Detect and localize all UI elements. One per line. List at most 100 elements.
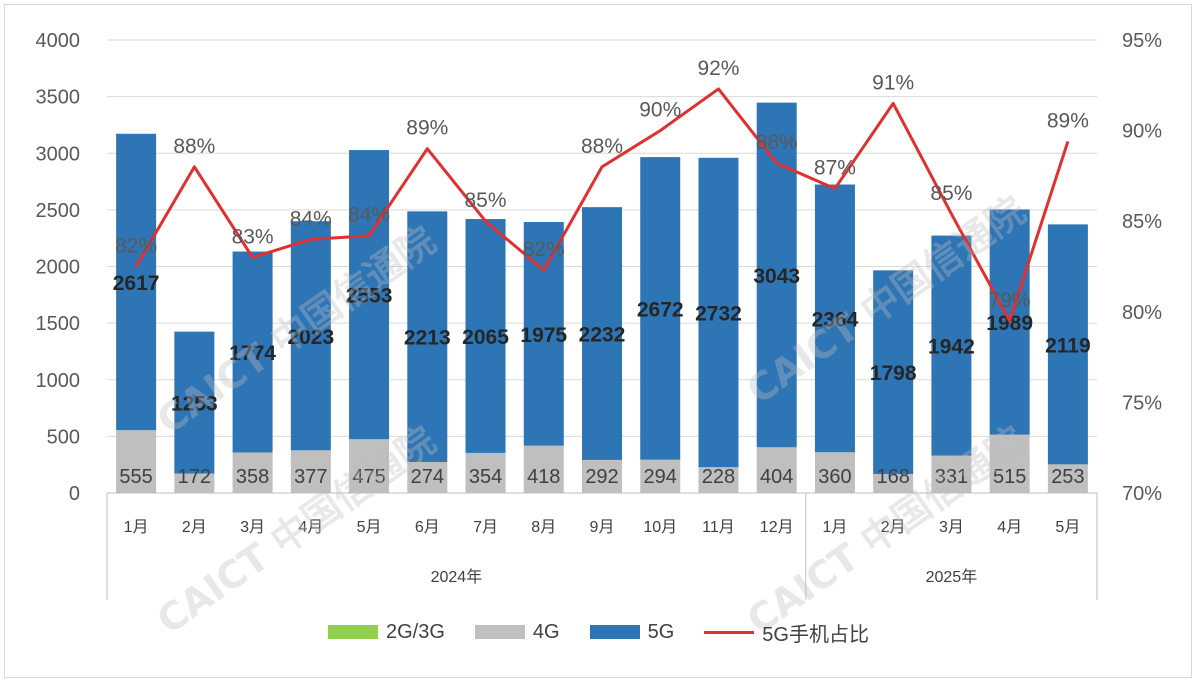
data-label-4g: 228 [702,466,735,488]
x-tick-label: 6月 [415,519,440,536]
y-left-tick-label: 0 [69,483,80,505]
data-label-5g: 2672 [637,298,684,321]
y-right-tick-label: 70% [1122,483,1162,505]
data-label-5g-share: 89% [1047,109,1089,132]
bar-4g [349,439,390,493]
x-group-label: 2025年 [926,568,978,586]
data-label-5g: 1989 [986,312,1033,335]
legend-swatch-5g [589,625,640,639]
x-tick-label: 7月 [473,519,498,536]
bar-5g [931,235,972,456]
data-label-4g: 475 [352,466,385,488]
bar-5g [290,221,331,451]
data-label-5g: 2232 [579,324,626,347]
data-label-4g: 404 [760,466,793,488]
legend-item-2g3g: 2G/3G [328,621,445,644]
x-group-label: 2024年 [431,568,483,586]
legend-swatch-2g3g [328,625,378,639]
x-tick-label: 5月 [1055,519,1080,536]
bar-4g [465,452,506,493]
bar-4g [174,473,215,493]
x-tick-label: 4月 [298,519,323,536]
legend-label: 5G手机占比 [762,623,869,646]
bar-5g [1047,224,1088,465]
data-label-5g: 2364 [812,308,859,331]
bar-4g [523,445,564,493]
y-left-tick-label: 2000 [36,257,81,279]
bar-4g [698,467,739,493]
legend-swatch-4g [474,625,525,639]
data-label-5g: 2023 [287,326,334,349]
data-label-5g-share: 82% [523,238,565,261]
data-label-4g: 168 [876,466,909,488]
data-label-4g: 294 [644,466,677,488]
bar-5g [582,207,622,460]
data-label-5g: 1253 [171,393,218,416]
bar-4g [756,447,797,493]
chart-frame [4,4,1192,678]
bar-4g [582,459,622,493]
data-label-4g: 292 [585,466,618,488]
x-tick-label: 1月 [822,519,847,536]
data-label-4g: 253 [1051,466,1084,488]
data-label-4g: 360 [818,466,851,488]
data-label-5g: 2213 [404,327,451,350]
x-tick-label: 9月 [590,519,615,536]
y-right-tick-label: 85% [1122,211,1162,233]
data-label-5g: 2065 [462,326,509,349]
bar-5g [407,211,448,462]
data-label-5g-share: 88% [581,135,623,158]
data-label-5g-share: 89% [406,117,448,140]
y-left-tick-label: 3000 [36,143,81,165]
legend-label: 4G [532,620,560,643]
x-tick-label: 8月 [531,519,556,536]
y-right-tick-label: 80% [1122,302,1162,324]
bar-5g [232,251,273,453]
data-label-5g-share: 83% [232,225,274,248]
bar-5g [814,184,855,453]
bar-4g [232,452,273,493]
data-label-4g: 515 [993,466,1026,488]
data-label-4g: 354 [469,466,502,488]
x-tick-label: 11月 [702,519,735,536]
x-tick-label: 12月 [760,519,794,536]
bar-4g [873,473,914,493]
data-label-5g: 2617 [113,272,160,295]
bar-5g [640,157,681,460]
line-5g-share [134,87,1070,323]
bar-4g [989,434,1030,493]
y-left-tick-label: 4000 [36,30,81,52]
bar-4g [814,452,855,493]
legend: 2G/3G 4G 5G 5G手机占比 [0,617,1197,647]
y-left-tick-label: 3500 [36,87,81,109]
data-label-5g-share: 91% [872,71,914,94]
data-label-5g: 1774 [229,342,276,365]
y-right-tick-label: 95% [1122,30,1162,52]
x-tick-label: 2月 [182,519,207,536]
data-label-5g-share: 88% [756,131,798,154]
data-label-4g: 274 [411,466,444,488]
bar-5g [873,270,914,474]
data-label-4g: 555 [119,466,152,488]
data-label-5g: 1975 [520,324,567,347]
x-tick-label: 3月 [939,519,964,536]
x-tick-label: 3月 [240,519,265,536]
data-label-5g-share: 84% [290,207,332,230]
data-label-5g: 1798 [870,362,917,385]
bar-4g [931,455,972,493]
data-label-5g-share: 92% [697,57,739,80]
bar-5g [116,133,157,431]
data-label-5g: 3043 [753,265,800,288]
data-label-5g: 1942 [928,336,975,359]
data-label-5g-share: 90% [639,99,681,122]
data-label-4g: 172 [178,466,211,488]
data-label-5g-share: 88% [173,135,215,158]
bar-5g [465,219,506,453]
legend-item-5g-share: 5G手机占比 [704,618,869,647]
data-label-5g-share: 87% [814,157,856,180]
data-label-4g: 418 [527,466,560,488]
data-label-5g-share: 84% [348,204,390,227]
bar-4g [116,430,157,493]
data-label-4g: 377 [294,466,327,488]
